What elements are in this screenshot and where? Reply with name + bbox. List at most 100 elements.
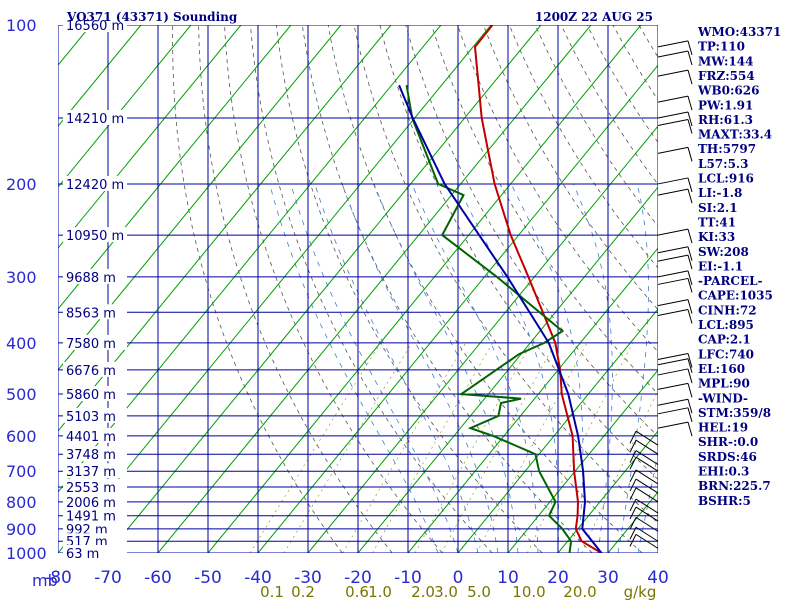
- isotherm: [58, 25, 392, 432]
- pressure-tick-label: 900: [6, 520, 37, 539]
- height-label-background: [63, 545, 127, 560]
- height-label-background: [63, 493, 127, 509]
- height-label-background: [63, 334, 127, 350]
- sounding-index: HEL:19: [698, 421, 748, 435]
- wind-barb: [657, 111, 689, 119]
- sounding-index: SRDS:46: [698, 450, 757, 464]
- isotherm: [557, 430, 658, 553]
- moist-adiabat: [290, 183, 459, 553]
- wind-barb: [635, 506, 659, 522]
- moist-adiabat: [637, 451, 658, 553]
- sounding-index: STM:359/8: [698, 406, 771, 420]
- isotherm: [257, 64, 658, 553]
- isotherm: [58, 25, 492, 553]
- height-label-background: [63, 17, 127, 32]
- mixing-ratio-label: 20.0: [563, 583, 596, 600]
- wind-barb: [635, 478, 659, 494]
- wind-barb: [657, 421, 689, 429]
- sounding-index: TT:41: [698, 215, 736, 229]
- isotherm: [407, 247, 658, 553]
- wind-barb: [635, 439, 659, 455]
- wind-barb-feather: [687, 368, 693, 384]
- wind-barb: [657, 188, 689, 196]
- wind-barb-feather: [687, 421, 693, 437]
- pressure-tick-label: 700: [6, 462, 37, 481]
- mixing-ratio-line: [283, 342, 413, 553]
- temperature-tick-label: 10: [497, 568, 519, 588]
- wind-barb: [657, 368, 689, 376]
- height-label-background: [63, 268, 127, 284]
- height-label: 8563 m: [66, 306, 116, 321]
- isotherm: [507, 369, 658, 553]
- height-label-background: [63, 427, 127, 443]
- wind-barb-feather: [687, 246, 693, 261]
- isotherm: [107, 25, 542, 553]
- dry-adiabat: [301, 25, 593, 553]
- height-label: 5860 m: [66, 388, 116, 403]
- wind-barb: [635, 450, 659, 465]
- temperature-tick-label: -50: [194, 568, 222, 588]
- wind-barb-feather: [629, 487, 637, 501]
- wind-barb-feather: [687, 96, 693, 111]
- height-label: 9688 m: [66, 271, 116, 286]
- height-label: 14210 m: [66, 112, 124, 127]
- wind-barb-feather: [687, 188, 693, 204]
- temperature-tick-label: 20: [547, 568, 569, 588]
- wind-barb: [635, 526, 659, 542]
- wind-barb: [657, 40, 689, 48]
- sounding-index: TP:110: [698, 40, 745, 54]
- wind-barb-feather: [687, 177, 693, 193]
- isotherm: [58, 25, 292, 310]
- sounding-index: MW:144: [698, 54, 753, 68]
- sounding-index: LCL:895: [698, 318, 754, 332]
- wind-barb-feather: [629, 469, 637, 483]
- wind-barb-feather: [687, 270, 693, 286]
- temperature-tick-label: -30: [294, 568, 322, 588]
- sounding-index: -WIND-: [698, 391, 748, 405]
- moist-adiabat: [617, 183, 649, 553]
- wind-barb: [657, 309, 689, 317]
- wind-barb: [657, 146, 689, 154]
- wind-barb: [657, 398, 689, 406]
- sounding-traces: [398, 25, 603, 553]
- height-label-background: [63, 109, 127, 125]
- mixing-ratio-label: 0.2: [291, 583, 315, 600]
- height-label: 6676 m: [66, 364, 116, 379]
- height-label-background: [63, 520, 127, 536]
- height-label: 3137 m: [66, 465, 116, 480]
- wind-barb-feather: [629, 450, 637, 463]
- wind-barb: [635, 498, 659, 514]
- dry-adiabat: [327, 25, 643, 553]
- sounding-index: LCL:916: [698, 172, 754, 186]
- chart-title: VO371 (43371) Sounding: [66, 10, 238, 24]
- wind-barb: [657, 358, 689, 366]
- height-label: 7580 m: [66, 337, 116, 352]
- wind-barb: [635, 487, 659, 503]
- pressure-axis: 100 200 300 400 500 600 700 800 900 1000: [6, 16, 47, 563]
- dry-adiabat: [250, 25, 493, 553]
- wind-barb-feather: [687, 228, 693, 244]
- wind-barb-feather: [687, 111, 693, 127]
- temperature-tick-label: 0: [453, 568, 464, 588]
- isotherm: [58, 25, 342, 371]
- isotherm: [207, 25, 642, 553]
- sounding-index: SI:2.1: [698, 201, 738, 215]
- temperature-tick-label: -10: [394, 568, 422, 588]
- isotherm: [58, 25, 242, 249]
- wind-barb-feather: [687, 254, 693, 270]
- sounding-index: CINH:72: [698, 303, 757, 317]
- moist-adiabat: [510, 183, 584, 553]
- sounding-index: WB0:626: [697, 84, 759, 98]
- pressure-tick-label: 300: [6, 268, 37, 287]
- wind-barb-feather: [687, 50, 693, 66]
- height-label-background: [63, 463, 127, 479]
- wind-barb-feather: [687, 399, 693, 414]
- height-label-background: [63, 507, 127, 523]
- temperature-tick-label: 40: [647, 568, 669, 588]
- isotherm: [157, 25, 592, 553]
- sounding-index: RH:61.3: [698, 113, 753, 127]
- wind-barb-feather: [629, 498, 637, 512]
- wind-barb: [657, 270, 689, 278]
- sounding-index: EHI:0.3: [698, 465, 749, 479]
- pressure-tick-label: 400: [6, 334, 37, 353]
